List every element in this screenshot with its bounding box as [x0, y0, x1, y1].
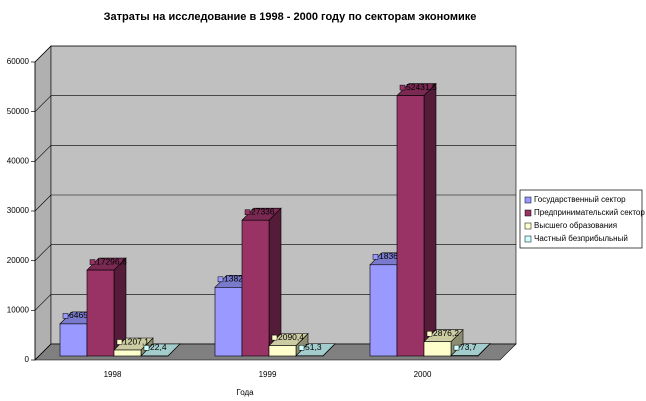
legend-label: Частный безприбыльный — [534, 234, 628, 243]
legend-swatch — [524, 196, 532, 204]
y-tick-label: 10000 — [7, 305, 30, 314]
y-tick-label: 40000 — [7, 156, 30, 165]
value-label-key — [217, 276, 224, 283]
value-label: 18363,3 — [379, 251, 410, 261]
bar — [369, 264, 398, 357]
value-label: 52431,5 — [406, 82, 437, 92]
value-label: 1207,1 — [123, 336, 149, 346]
grid-line — [34, 145, 52, 162]
value-label: 2090,4 — [278, 332, 304, 342]
value-label-key — [372, 254, 379, 260]
value-label-key — [298, 344, 305, 351]
value-label: 13826,8 — [224, 274, 255, 284]
value-label: 6465,9 — [69, 310, 95, 320]
value-label-key — [62, 313, 69, 319]
legend-box — [519, 189, 643, 249]
grid-line — [34, 95, 52, 112]
value-label: 27336 — [251, 206, 275, 216]
bar — [59, 323, 88, 357]
bar — [423, 341, 452, 357]
value-label: 22,4 — [150, 342, 167, 352]
grid-line — [34, 45, 52, 63]
y-tick-label: 20000 — [7, 256, 30, 265]
x-tick-label: 1998 — [104, 370, 122, 379]
grid-line — [34, 343, 52, 361]
x-axis-label: Года — [236, 388, 254, 397]
x-tick-label: 1999 — [259, 370, 277, 379]
value-label-key — [89, 259, 96, 265]
grid-line — [34, 294, 52, 311]
x-tick-label: 2000 — [414, 370, 432, 379]
legend-label: Высшего образования — [534, 221, 617, 230]
grid-line — [34, 244, 52, 261]
legend-swatch — [524, 235, 532, 243]
value-label-key — [426, 330, 433, 337]
value-label-key — [453, 344, 460, 351]
y-tick-label: 0 — [25, 355, 30, 364]
chart-title: Затраты на исследование в 1998 - 2000 го… — [104, 11, 477, 23]
bar — [113, 349, 142, 357]
bar — [396, 95, 425, 357]
value-label: 73,7 — [460, 342, 477, 352]
value-label-key — [143, 345, 150, 351]
grid-line — [34, 194, 52, 212]
value-label: 2876,2 — [433, 328, 459, 338]
legend-swatch — [524, 222, 532, 230]
y-tick-label: 30000 — [7, 206, 30, 215]
bar — [268, 345, 297, 357]
y-tick-label: 60000 — [7, 57, 30, 66]
value-label: 17296,6 — [96, 256, 127, 266]
legend-label: Предпринимательский сектор — [534, 208, 645, 217]
bar — [86, 269, 115, 357]
bar-side — [423, 82, 437, 357]
value-label-key — [271, 334, 278, 341]
y-tick-label: 50000 — [7, 107, 30, 116]
value-label-key — [399, 84, 406, 91]
bar — [214, 287, 243, 357]
value-label: 51,3 — [305, 342, 322, 352]
legend-swatch — [524, 209, 532, 217]
bar — [241, 219, 270, 357]
value-label-key — [116, 339, 123, 345]
value-label-key — [244, 209, 251, 215]
legend-label: Государственный сектор — [534, 195, 626, 204]
